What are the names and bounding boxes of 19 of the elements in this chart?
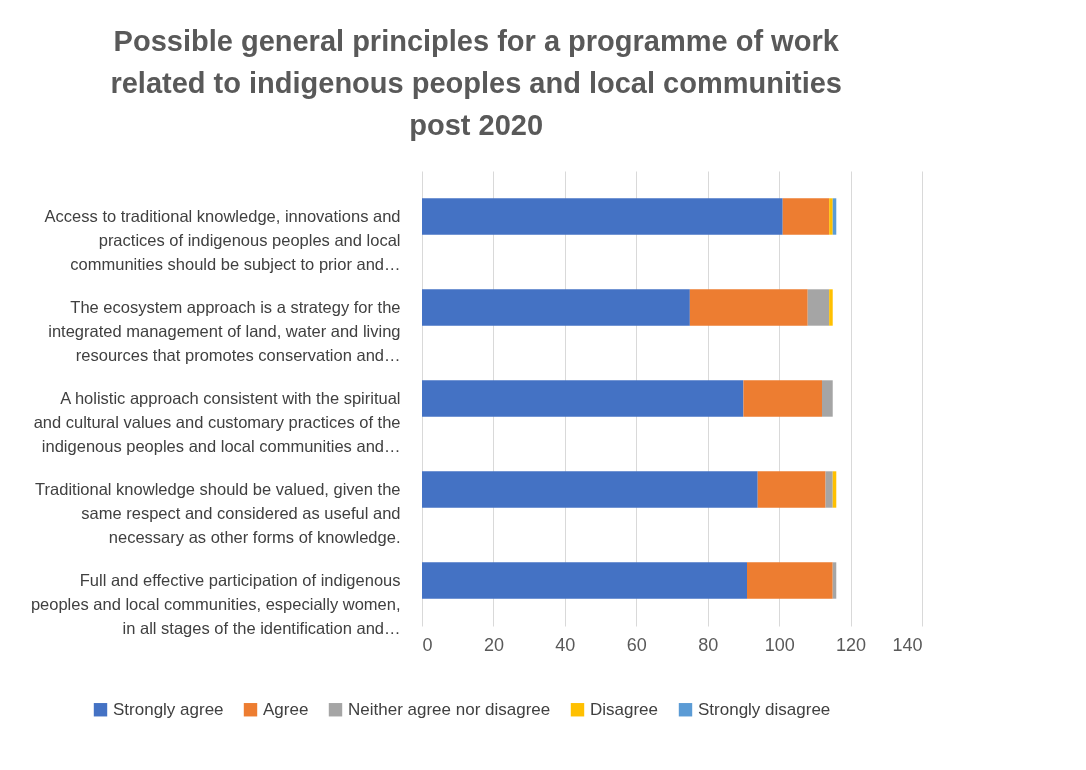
legend-label: Neither agree nor disagree (348, 699, 551, 719)
x-tick-label: 60 (626, 634, 647, 655)
legend-label: Strongly agree (113, 699, 224, 719)
x-tick-label: 0 (422, 634, 433, 655)
chart-title: Possible general principles for a programme of work related to indigenous peoples and local communities post 2020 (110, 25, 842, 141)
legend-label: Agree (263, 699, 309, 719)
x-tick-label: 120 (836, 634, 867, 655)
legend-label: Disagree (590, 699, 659, 719)
y-tick-label: Full and effective participation of indigenous peoples and local communities, especially women, in all stages of the identification and… (30, 570, 401, 637)
x-tick-label: 100 (764, 634, 795, 655)
y-tick-label: Access to traditional knowledge, innovations and practices of indigenous peoples and local communities should be subject to prior and… (44, 206, 401, 273)
y-tick-label: Traditional knowledge should be valued, given the same respect and considered as useful and necessary as other forms of knowledge. (35, 479, 401, 546)
x-tick-label: 140 (892, 634, 923, 655)
x-tick-label: 40 (555, 634, 576, 655)
x-tick-label: 80 (698, 634, 719, 655)
y-tick-label: The ecosystem approach is a strategy for the integrated management of land, water and living resources that promotes conservation and… (48, 297, 401, 364)
legend-label: Strongly disagree (698, 699, 831, 719)
x-tick-label: 20 (483, 634, 504, 655)
y-tick-label: A holistic approach consistent with the spiritual and cultural values and customary practices of the indigenous peoples and local communities and… (33, 388, 401, 455)
